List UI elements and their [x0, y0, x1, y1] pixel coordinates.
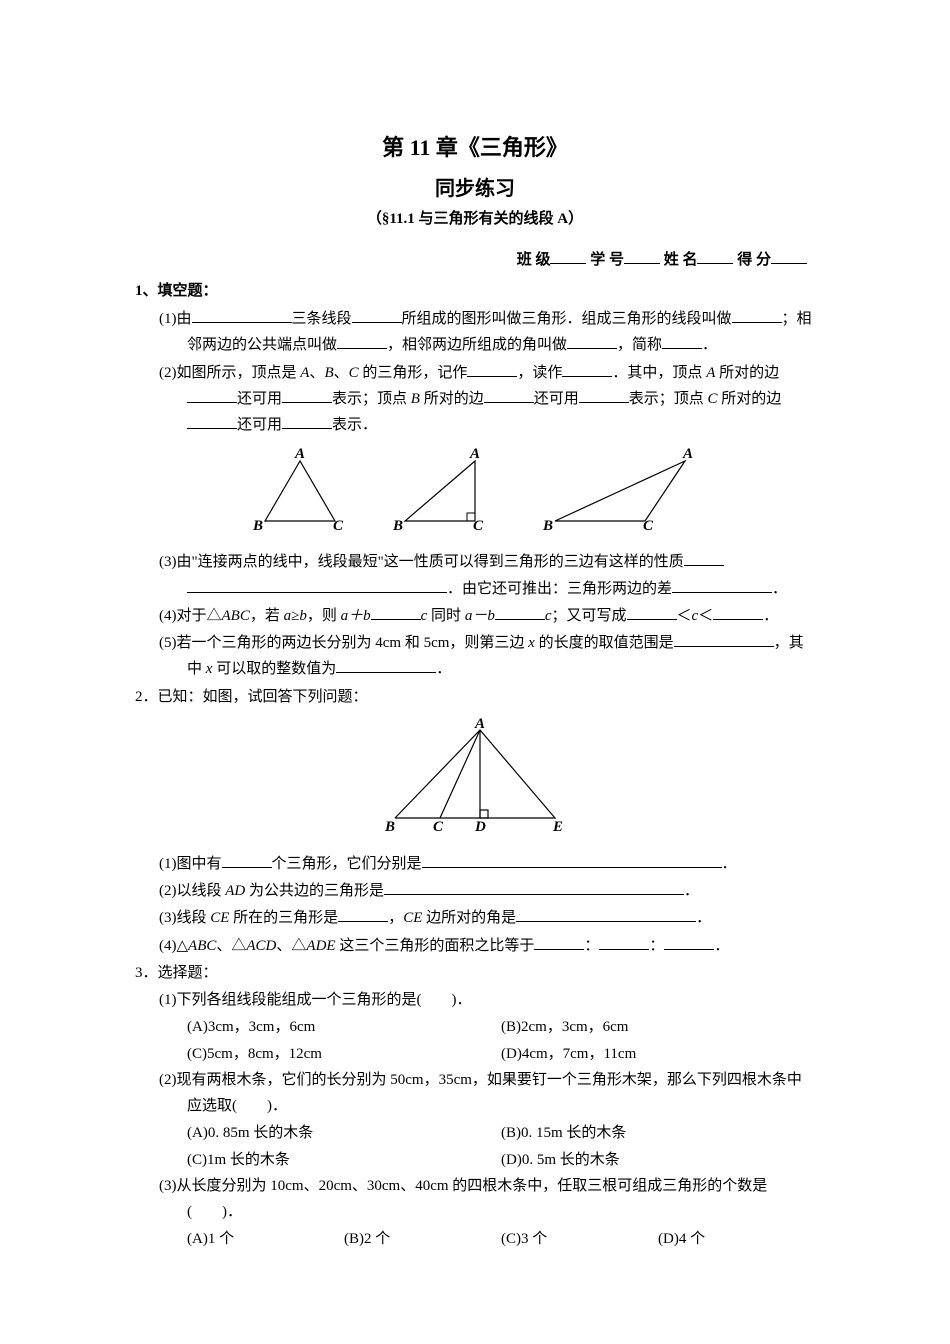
svg-text:B: B — [384, 819, 395, 835]
q3-2-A: (A)0. 85m 长的木条 — [187, 1120, 501, 1146]
q1-5: (5)若一个三角形的两边长分别为 4cm 和 5cm，则第三边 x 的长度的取值… — [135, 630, 815, 683]
q3-2-C: (C)1m 长的木条 — [187, 1147, 501, 1173]
svg-text:C: C — [333, 518, 344, 534]
svg-text:C: C — [433, 819, 444, 835]
q3-1-opts-1: (A)3cm，3cm，6cm (B)2cm，3cm，6cm — [135, 1014, 815, 1040]
q3-1-A: (A)3cm，3cm，6cm — [187, 1014, 501, 1040]
q3-1-opts-2: (C)5cm，8cm，12cm (D)4cm，7cm，11cm — [135, 1041, 815, 1067]
q3-2-opts-1: (A)0. 85m 长的木条 (B)0. 15m 长的木条 — [135, 1120, 815, 1146]
q3-3-B: (B)2 个 — [344, 1226, 501, 1252]
q3-heading: 3．选择题： — [135, 960, 815, 986]
q2-figure: A B C D E — [135, 718, 815, 843]
q3-2: (2)现有两根木条，它们的长分别为 50cm，35cm，如果要钉一个三角形木架，… — [135, 1067, 815, 1120]
q3-3: (3)从长度分别为 10cm、20cm、30cm、40cm 的四根木条中，任取三… — [135, 1173, 815, 1226]
q1-3: (3)由"连接两点的线中，线段最短"这一性质可以得到三角形的三边有这样的性质 ．… — [135, 549, 815, 602]
svg-text:A: A — [294, 446, 305, 462]
header-info: 班 级 学 号 姓 名 得 分 — [135, 248, 815, 269]
q2-2: (2)以线段 AD 为公共边的三角形是． — [135, 878, 815, 904]
q2-1: (1)图中有个三角形，它们分别是． — [135, 851, 815, 877]
title-section: （§11.1 与三角形有关的线段 A） — [135, 207, 815, 228]
q3-2-opts-2: (C)1m 长的木条 (D)0. 5m 长的木条 — [135, 1147, 815, 1173]
svg-text:C: C — [473, 518, 484, 534]
q1-2-figures: A B C A B C A B C — [135, 446, 815, 541]
number-label: 学 号 — [590, 252, 624, 268]
q3-1-D: (D)4cm，7cm，11cm — [501, 1041, 815, 1067]
svg-text:A: A — [682, 446, 693, 462]
svg-text:D: D — [474, 819, 486, 835]
q3-1: (1)下列各组线段能组成一个三角形的是( )． — [135, 987, 815, 1013]
svg-text:B: B — [542, 518, 553, 534]
name-label: 姓 名 — [664, 252, 698, 268]
svg-text:A: A — [474, 718, 485, 732]
q2-4: (4)△ABC、△ACD、△ADE 这三个三角形的面积之比等于：：． — [135, 933, 815, 959]
q3-3-opts: (A)1 个 (B)2 个 (C)3 个 (D)4 个 — [135, 1226, 815, 1252]
class-label: 班 级 — [517, 252, 551, 268]
svg-text:E: E — [552, 819, 563, 835]
svg-text:B: B — [252, 518, 263, 534]
svg-text:C: C — [643, 518, 654, 534]
title-sub: 同步练习 — [135, 172, 815, 201]
q3-2-B: (B)0. 15m 长的木条 — [501, 1120, 815, 1146]
q3-1-C: (C)5cm，8cm，12cm — [187, 1041, 501, 1067]
q1-2: (2)如图所示，顶点是 A、B、C 的三角形，记作，读作．其中，顶点 A 所对的… — [135, 360, 815, 439]
q1-1: (1)由三条线段所组成的图形叫做三角形．组成三角形的线段叫做；相邻两边的公共端点… — [135, 306, 815, 359]
q2-heading: 2．已知：如图，试回答下列问题： — [135, 684, 815, 710]
score-label: 得 分 — [737, 252, 771, 268]
q1-4: (4)对于△ABC，若 a≥b，则 a＋bc 同时 a－bc；又可写成＜c＜． — [135, 603, 815, 629]
q3-3-A: (A)1 个 — [187, 1226, 344, 1252]
q2-3: (3)线段 CE 所在的三角形是，CE 边所对的角是． — [135, 905, 815, 931]
svg-text:B: B — [392, 518, 403, 534]
svg-text:A: A — [469, 446, 480, 462]
title-main: 第 11 章《三角形》 — [135, 130, 815, 162]
q3-3-D: (D)4 个 — [658, 1226, 815, 1252]
q1-heading: 1、填空题： — [135, 279, 815, 300]
q3-3-C: (C)3 个 — [501, 1226, 658, 1252]
q3-1-B: (B)2cm，3cm，6cm — [501, 1014, 815, 1040]
q3-2-D: (D)0. 5m 长的木条 — [501, 1147, 815, 1173]
